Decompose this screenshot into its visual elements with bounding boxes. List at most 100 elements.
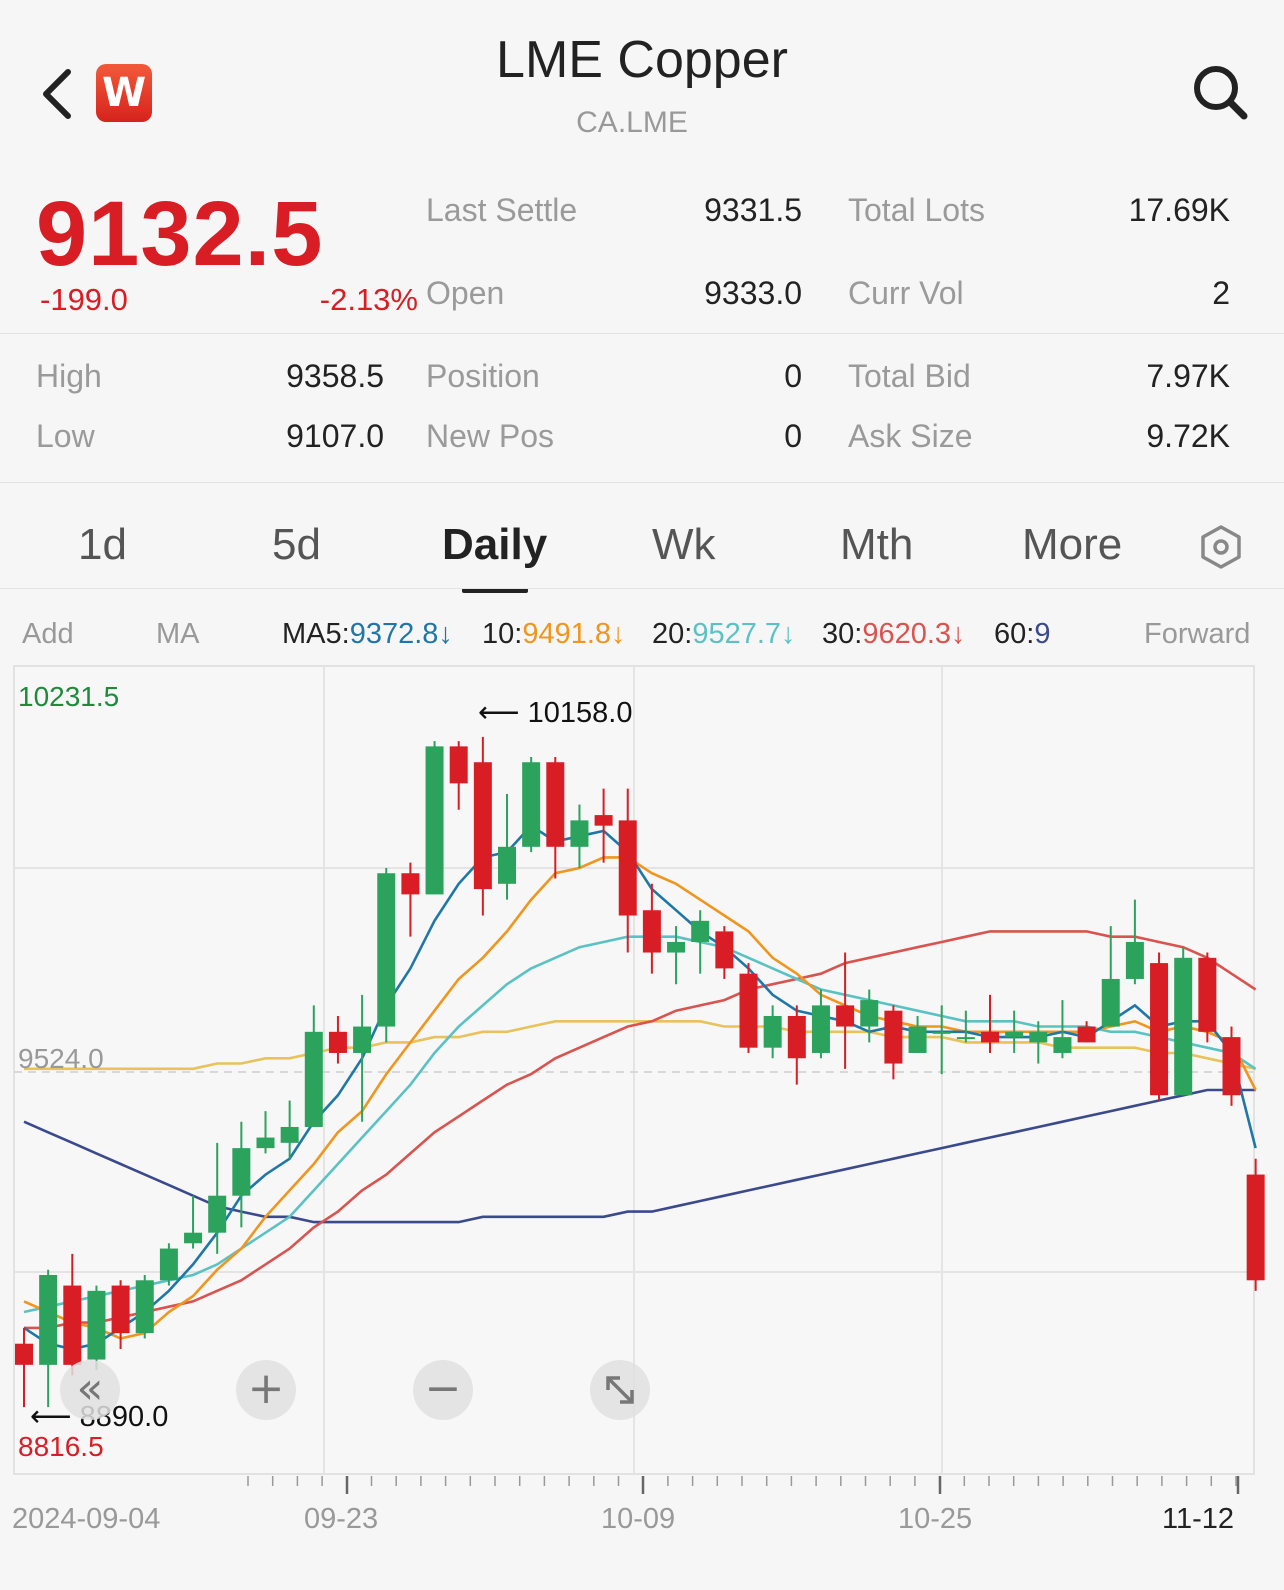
candle-body xyxy=(401,873,420,895)
candle-body xyxy=(498,846,516,884)
candle-body xyxy=(449,746,468,784)
ma10-value: 9491.8 xyxy=(522,618,612,650)
zoom-out-button[interactable]: − xyxy=(413,1360,473,1420)
candle-body xyxy=(715,931,734,969)
stat-label-open: Open xyxy=(426,275,505,311)
stat-label-low: Low xyxy=(36,418,95,454)
candle-body xyxy=(280,1126,299,1143)
candle-body xyxy=(618,820,637,916)
candle xyxy=(159,1243,178,1286)
tab-daily[interactable]: Daily xyxy=(442,520,548,569)
stat-label-new-pos: New Pos xyxy=(426,418,555,454)
candle xyxy=(1222,1026,1241,1106)
chevron-left-icon xyxy=(43,69,71,119)
period-tabs: 1d 5d Daily Wk Mth More xyxy=(0,500,1284,593)
candle-body xyxy=(1222,1037,1241,1096)
ma5-value: 9372.8 xyxy=(349,618,439,650)
y-min-label: 8816.5 xyxy=(18,1431,104,1462)
ma-button[interactable]: MA xyxy=(156,618,200,650)
ma60-label: 60: xyxy=(994,618,1035,650)
ma10-label: 10: xyxy=(482,618,523,650)
candle xyxy=(184,1195,203,1249)
app-logo[interactable]: W xyxy=(96,64,152,122)
candle xyxy=(1246,1158,1265,1291)
tab-more[interactable]: More xyxy=(1022,520,1123,569)
back-button[interactable] xyxy=(38,64,78,124)
candle-body xyxy=(860,1000,879,1027)
stat-label-last-settle: Last Settle xyxy=(426,192,578,228)
candle-body xyxy=(1029,1031,1048,1043)
candle-body xyxy=(256,1137,275,1149)
ma20-line xyxy=(23,935,1257,1314)
candle-body xyxy=(522,762,541,847)
rewind-button[interactable]: « xyxy=(60,1360,120,1420)
price-change: -199.0 xyxy=(40,282,128,317)
candle xyxy=(1150,952,1169,1101)
down-arrow-icon: ↓ xyxy=(611,618,626,650)
candle-body xyxy=(1150,963,1169,1096)
stat-value-total-bid: 7.97K xyxy=(1146,358,1230,394)
candle-body xyxy=(667,941,686,953)
candle-body xyxy=(328,1031,347,1053)
chart-settings-button[interactable] xyxy=(1198,524,1244,570)
candle-body xyxy=(377,873,396,1027)
candle-body xyxy=(111,1285,130,1334)
ma60-line xyxy=(23,1088,1256,1224)
zoom-in-button[interactable]: + xyxy=(236,1360,296,1420)
candle-body xyxy=(39,1274,58,1365)
moving-average-lines xyxy=(23,824,1257,1351)
candle xyxy=(1053,1000,1072,1059)
candle xyxy=(884,1005,903,1080)
tab-5d[interactable]: 5d xyxy=(272,520,321,569)
candle xyxy=(981,994,999,1053)
candle xyxy=(546,756,565,879)
app-header: W LME Copper CA.LME xyxy=(0,0,1284,160)
plus-icon: + xyxy=(247,1363,285,1414)
candle xyxy=(425,741,444,895)
candle xyxy=(135,1274,154,1339)
forward-adjust-button[interactable]: Forward xyxy=(1144,618,1251,650)
candle xyxy=(715,926,734,979)
candle xyxy=(522,756,541,853)
candles xyxy=(15,736,1265,1408)
candle xyxy=(860,989,879,1043)
tab-mth[interactable]: Mth xyxy=(840,520,914,569)
stat-value-low: 9107.0 xyxy=(286,418,384,454)
stat-value-new-pos: 0 xyxy=(784,418,802,454)
candlestick-chart[interactable]: 10231.5 9524.0 8816.5 ⟵ 10158.0 ⟵ 8890.0… xyxy=(0,660,1284,1590)
price-change-percent: -2.13% xyxy=(319,282,418,317)
candle xyxy=(353,994,372,1122)
candle-body xyxy=(184,1232,203,1244)
x-tick-label: 09-23 xyxy=(304,1503,378,1535)
stat-value-total-lots: 17.69K xyxy=(1128,192,1230,228)
ma10-readout: 10:9491.8↓ xyxy=(482,618,626,651)
active-tab-indicator xyxy=(462,588,528,593)
expand-icon xyxy=(606,1376,634,1404)
tab-1d[interactable]: 1d xyxy=(78,520,127,569)
candle-body xyxy=(763,1015,782,1048)
candle-body xyxy=(208,1195,227,1233)
candle-body xyxy=(594,815,613,826)
max-price-annotation: ⟵ 10158.0 xyxy=(478,697,632,729)
ma30-readout: 30:9620.3↓ xyxy=(822,618,966,651)
candle xyxy=(763,1005,782,1059)
candle-body xyxy=(1174,957,1193,1096)
tab-wk[interactable]: Wk xyxy=(652,520,716,569)
ma60-value: 9 xyxy=(1034,618,1051,650)
stat-value-position: 0 xyxy=(784,358,802,394)
ma30-value: 9620.3 xyxy=(862,618,952,650)
candle-body xyxy=(981,1031,999,1043)
x-tick-label: 2024-09-04 xyxy=(12,1503,160,1535)
add-indicator-button[interactable]: Add xyxy=(22,618,74,650)
fullscreen-button[interactable] xyxy=(590,1360,650,1420)
candle-body xyxy=(1246,1174,1265,1281)
candle xyxy=(1029,1021,1048,1064)
page-title: LME Copper xyxy=(496,31,788,89)
candle-body xyxy=(811,1005,830,1053)
candle xyxy=(280,1100,299,1159)
candle-body xyxy=(956,1037,975,1040)
search-button[interactable] xyxy=(1190,62,1250,122)
ma60-readout: 60:9 xyxy=(994,618,1050,651)
candle xyxy=(498,793,516,900)
candle xyxy=(87,1285,106,1371)
